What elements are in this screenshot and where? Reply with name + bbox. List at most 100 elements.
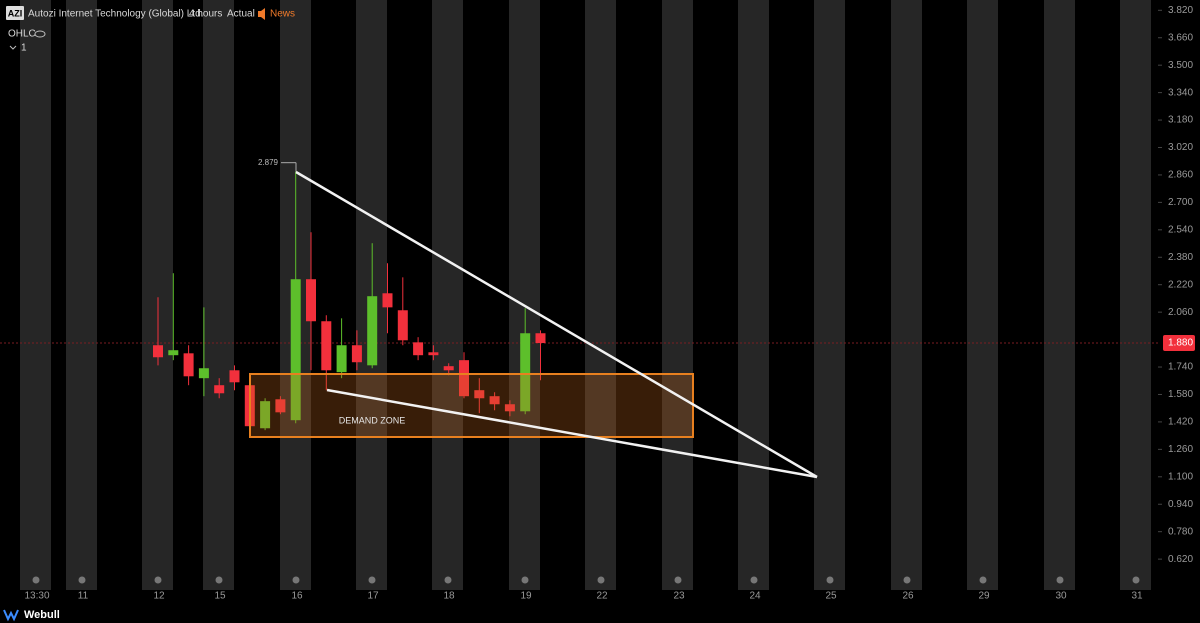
- session-band: [814, 0, 845, 590]
- trend-line[interactable]: [295, 170, 818, 479]
- session-band: [967, 0, 998, 590]
- session-band: [203, 0, 234, 590]
- x-tick-label: 15: [214, 591, 226, 602]
- candle-body: [428, 352, 439, 356]
- session-band: [432, 0, 463, 590]
- session-dot: [1132, 576, 1140, 584]
- indicator[interactable]: OHLC: [8, 29, 36, 40]
- session-dot: [215, 576, 223, 584]
- candle-body: [397, 310, 408, 341]
- candle-body: [489, 396, 500, 405]
- last-price-label: 1.880: [1168, 338, 1193, 349]
- session-bands: [20, 0, 1151, 590]
- y-tick-label: 1.260: [1168, 444, 1193, 455]
- session-band: [738, 0, 769, 590]
- x-tick-label: 17: [367, 591, 379, 602]
- candle-body: [504, 404, 515, 412]
- y-tick-label: 3.660: [1168, 32, 1193, 43]
- x-tick-label: 23: [673, 591, 685, 602]
- session-dot: [826, 576, 834, 584]
- x-tick-label: 25: [825, 591, 837, 602]
- candle-body: [153, 345, 163, 358]
- candle-body: [336, 345, 347, 373]
- symbol: AZI: [8, 8, 23, 18]
- session-band: [1120, 0, 1151, 590]
- x-tick-label: 29: [978, 591, 990, 602]
- session-band: [356, 0, 387, 590]
- x-tick-label: 26: [902, 591, 914, 602]
- candle-body: [474, 390, 485, 399]
- symbol-badge[interactable]: [6, 6, 24, 20]
- session-band: [66, 0, 97, 590]
- news[interactable]: News: [270, 9, 295, 20]
- y-tick-label: 2.220: [1168, 279, 1193, 290]
- trend-line[interactable]: [326, 388, 818, 479]
- session-dot: [750, 576, 758, 584]
- x-tick-label: 12: [153, 591, 165, 602]
- session-band: [509, 0, 540, 590]
- candle-body: [198, 368, 209, 379]
- pane-count: 1: [21, 43, 27, 54]
- y-tick-label: 1.100: [1168, 471, 1193, 482]
- candle-body: [459, 360, 469, 397]
- y-tick-label: 3.020: [1168, 142, 1193, 153]
- last-price-box: [1163, 335, 1195, 352]
- session-dot: [674, 576, 682, 584]
- x-tick-label: 19: [520, 591, 532, 602]
- demand-zone[interactable]: [249, 373, 694, 438]
- session-dot: [78, 576, 86, 584]
- candle-body: [290, 279, 301, 421]
- y-tick-label: 2.060: [1168, 307, 1193, 318]
- candle-body: [275, 399, 286, 413]
- high-label: 2.879: [258, 158, 279, 167]
- session-band: [585, 0, 616, 590]
- candle-body: [229, 370, 240, 383]
- y-tick-label: 3.340: [1168, 87, 1193, 98]
- security-name: Autozi Internet Technology (Global) Ltd.: [28, 9, 203, 20]
- session-dot: [444, 576, 452, 584]
- x-tick-label: 31: [1131, 591, 1143, 602]
- y-tick-label: 2.380: [1168, 252, 1193, 263]
- y-tick-label: 3.500: [1168, 60, 1193, 71]
- session-band: [891, 0, 922, 590]
- candle-body: [214, 385, 225, 394]
- zone-label: DEMAND ZONE: [339, 415, 406, 425]
- candle-body: [183, 353, 194, 377]
- session-band: [142, 0, 173, 590]
- session-dot: [597, 576, 605, 584]
- brand-logo: [3, 609, 19, 622]
- x-tick-label: 24: [749, 591, 761, 602]
- brand: Webull: [24, 609, 60, 621]
- candle-body: [168, 350, 179, 356]
- y-tick-label: 1.580: [1168, 389, 1193, 400]
- collapse-icon[interactable]: [9, 45, 17, 50]
- x-tick-label: 18: [443, 591, 455, 602]
- candle-body: [260, 401, 271, 429]
- y-tick-label: 3.180: [1168, 115, 1193, 126]
- x-tick-label: 16: [291, 591, 303, 602]
- candle-body: [520, 333, 531, 412]
- candle-body: [351, 345, 362, 363]
- candle-body: [413, 342, 424, 356]
- x-tick-label: 11: [78, 591, 89, 602]
- y-tick-label: 1.420: [1168, 417, 1193, 428]
- eye-icon[interactable]: [34, 30, 46, 38]
- session-band: [1044, 0, 1075, 590]
- session-dot: [368, 576, 376, 584]
- candle-body: [535, 333, 546, 344]
- session-dot: [292, 576, 300, 584]
- session-band: [662, 0, 693, 590]
- session-dot: [154, 576, 162, 584]
- session-dot: [521, 576, 529, 584]
- x-tick-label: 13:30: [24, 591, 49, 602]
- mode[interactable]: Actual: [227, 9, 255, 20]
- y-tick-label: 2.700: [1168, 197, 1193, 208]
- interval[interactable]: 4 hours: [189, 9, 222, 20]
- session-dot: [1056, 576, 1064, 584]
- candle-body: [321, 321, 332, 371]
- candle-body: [367, 296, 378, 366]
- x-tick-label: 22: [596, 591, 608, 602]
- session-band: [20, 0, 51, 590]
